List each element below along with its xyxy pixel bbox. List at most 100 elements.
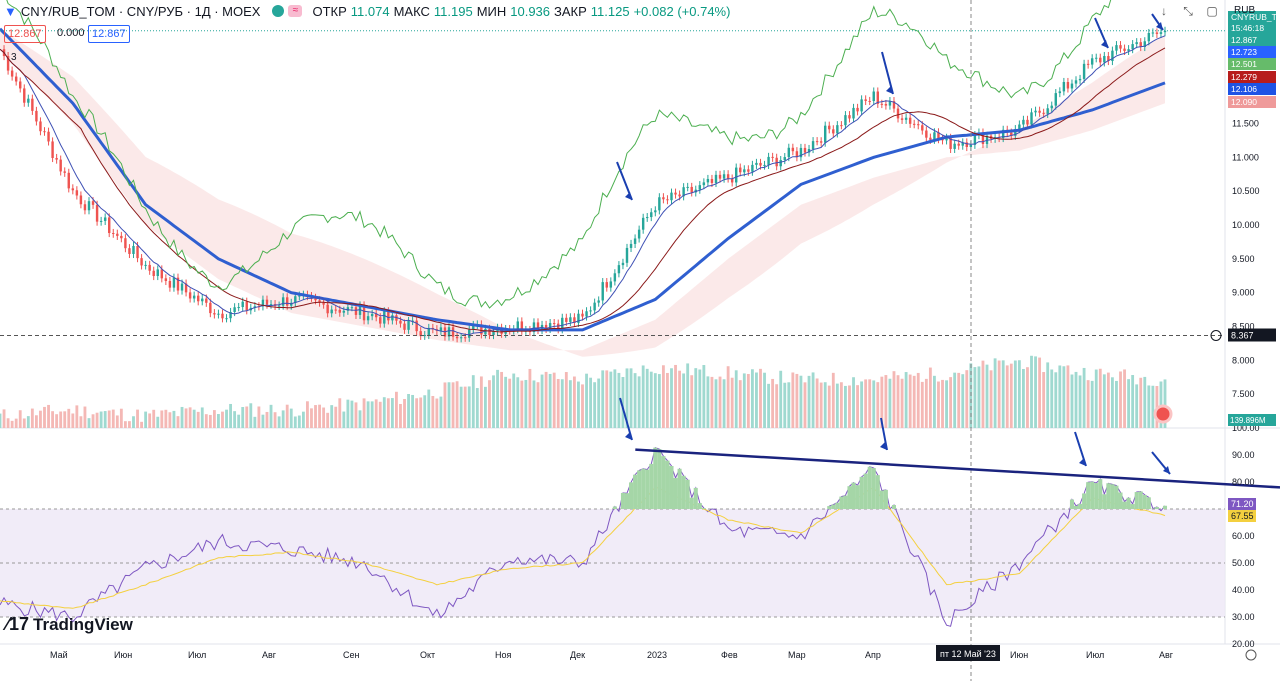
candle-body [229, 312, 232, 319]
volume-bar [617, 372, 621, 428]
indicators-count[interactable]: 3 [11, 52, 17, 63]
volume-bar [451, 382, 455, 428]
candle-body [322, 302, 325, 305]
candle-body [205, 298, 208, 303]
volume-bar [188, 407, 192, 428]
volume-bar [892, 371, 896, 428]
candle-body [1131, 44, 1134, 50]
candle-body [188, 292, 192, 299]
volume-bar [783, 382, 787, 428]
volume-bar [941, 379, 944, 428]
volume-bar [896, 375, 900, 428]
volume-bar [471, 375, 475, 428]
bid-pill[interactable]: 12.867 [4, 25, 46, 43]
volume-bar [229, 403, 232, 428]
candle-body [1038, 110, 1041, 113]
volume-bar [83, 406, 87, 428]
volume-bar [75, 405, 79, 428]
collapse-icon[interactable]: ⤡ [1183, 4, 1193, 18]
candle-body [666, 199, 669, 201]
candle-body [55, 157, 58, 160]
volume-bar [799, 375, 803, 428]
candle-body [981, 132, 985, 145]
volume-bar [30, 408, 34, 428]
candle-body [1119, 45, 1122, 49]
volume-bar [759, 368, 762, 428]
volume-bar [119, 408, 123, 428]
volume-bar [908, 374, 912, 428]
volume-bar [540, 374, 544, 428]
rsi-tag-label: 67.55 [1231, 511, 1254, 521]
volume-bar [698, 369, 702, 428]
volume-bar [395, 391, 398, 428]
volume-bar [868, 379, 872, 428]
volume-bar [306, 401, 309, 428]
close-value: 11.125 [590, 3, 630, 19]
compare-icon[interactable]: ≈ [288, 5, 303, 17]
volume-bar [301, 411, 305, 428]
candle-body [852, 107, 855, 119]
volume-bar [358, 410, 362, 428]
candle-body [690, 186, 693, 193]
volume-bar [1026, 367, 1029, 428]
volume-bar [678, 370, 681, 428]
record-icon [1153, 404, 1173, 424]
candle-body [937, 132, 940, 140]
candle-body [415, 320, 418, 332]
volume-bar [613, 369, 617, 428]
candle-body [148, 264, 151, 271]
volume-bar [257, 406, 261, 428]
volume-bar [1119, 371, 1122, 428]
volume-bar [39, 410, 42, 428]
volume-bar [184, 408, 188, 428]
candle-body [116, 233, 119, 236]
symbol-title[interactable]: CNY/RUB_TOM · CNY/РУБ · 1Д · MOEX [20, 3, 261, 19]
candle-body [949, 137, 952, 149]
volume-bar [208, 414, 212, 428]
candle-body [552, 323, 556, 325]
currency-label[interactable]: RUB [1234, 5, 1256, 16]
volume-bar [674, 364, 677, 428]
volume-bar [706, 376, 710, 428]
candle-body [787, 147, 791, 158]
candle-body [864, 99, 867, 101]
candle-body [807, 149, 811, 153]
candle-body [455, 336, 459, 339]
candle-body [366, 316, 370, 321]
maximize-icon[interactable]: ▢ [1206, 4, 1218, 18]
candle-body [880, 103, 884, 105]
candle-body [747, 169, 750, 172]
ask-pill[interactable]: 12.867 [88, 25, 130, 43]
volume-bar [439, 396, 443, 428]
volume-bar [310, 408, 313, 428]
candle-body [265, 299, 269, 305]
volume-bar [115, 415, 119, 428]
time-tick-label: Сен [343, 650, 360, 660]
crosshair-price-bg [1228, 328, 1276, 342]
candle-body [702, 182, 706, 186]
volume-bar [390, 398, 394, 428]
arrow-down-icon[interactable]: ↓ [1161, 4, 1167, 18]
candle-body [823, 125, 827, 143]
volume-bar [1005, 365, 1009, 428]
volume-bar [192, 409, 196, 428]
volume-bar [1074, 371, 1078, 428]
candle-body [722, 174, 726, 179]
volume-bar [1017, 360, 1021, 428]
annotation-arrowhead [625, 192, 632, 200]
volume-bar [362, 398, 366, 428]
volume-bar [718, 376, 722, 428]
volume-bar [63, 411, 67, 428]
volume-bar [1050, 369, 1054, 428]
volume-bar [261, 414, 265, 428]
volume-bar [281, 410, 285, 428]
candle-body [47, 131, 50, 142]
candle-body [346, 307, 350, 311]
volume-bar [1106, 372, 1110, 428]
volume-tag-label: 139.896M [1230, 416, 1266, 425]
volume-bar [504, 376, 508, 428]
settings-icon [1245, 649, 1257, 661]
volume-bar [710, 376, 714, 428]
